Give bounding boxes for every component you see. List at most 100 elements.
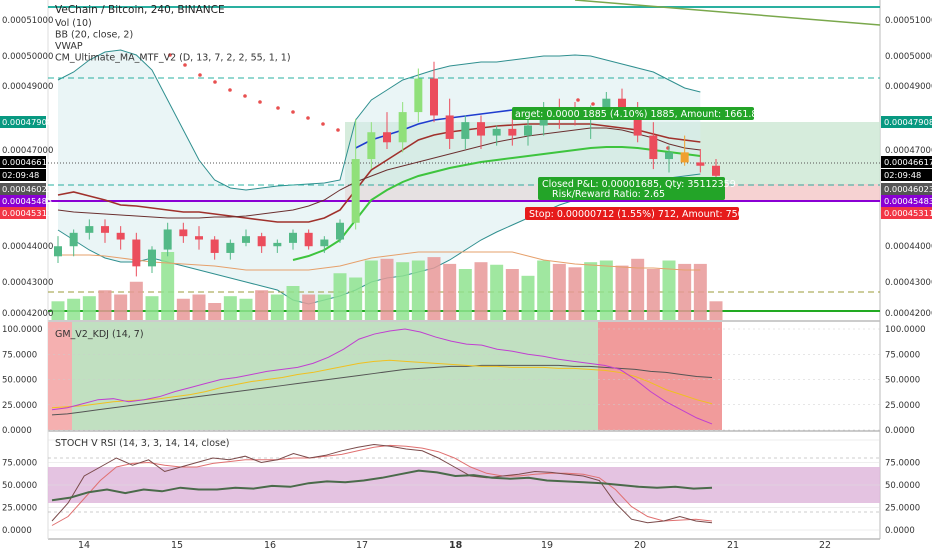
candle-body[interactable] [289, 232, 297, 243]
sar-dot [306, 116, 310, 120]
kdj-red-zone [598, 322, 722, 430]
volume-bar [631, 258, 645, 320]
price-tick-right: 0.00043000 [885, 278, 932, 288]
indicator-legend-item: CM_Ultimate_MA_MTF_V2 (D, 13, 7, 2, 2, 5… [55, 53, 291, 64]
candle-body[interactable] [226, 242, 235, 253]
candle-body[interactable] [477, 122, 485, 136]
candle-body[interactable] [242, 236, 250, 243]
sar-dot [321, 122, 325, 126]
candle-body[interactable] [195, 236, 203, 240]
candle-body[interactable] [492, 128, 501, 136]
sar-dot [243, 94, 247, 98]
candle-body[interactable] [320, 239, 329, 247]
volume-bar [192, 294, 206, 320]
volume-bar [584, 262, 598, 320]
candle-body[interactable] [257, 236, 266, 247]
volume-bar [82, 296, 96, 320]
candle-body[interactable] [508, 128, 517, 136]
kdj-tick-right: 75.0000 [885, 350, 920, 360]
candle-body[interactable] [696, 162, 705, 166]
candle-body[interactable] [336, 222, 344, 240]
kdj-title: GM_V2_KDJ (14, 7) [55, 329, 144, 340]
volume-bar [396, 262, 410, 320]
stoch-rsi-line [51, 469, 713, 502]
candle-body[interactable] [54, 246, 62, 257]
sar-dot [291, 110, 295, 114]
candle-body[interactable] [351, 159, 360, 223]
volume-bar [615, 265, 629, 320]
volume-bar [270, 294, 284, 320]
candle-body[interactable] [649, 135, 658, 160]
time-label: 21 [727, 540, 739, 550]
candle-body[interactable] [273, 242, 282, 247]
risk-reward-label: Risk/Reward Ratio: 2.65 [552, 189, 665, 200]
volume-bar [568, 267, 582, 320]
candle-body[interactable] [461, 122, 470, 139]
moving-average-slow [57, 127, 701, 219]
candle-body[interactable] [618, 98, 626, 113]
price-badge-text: 0.00046023 [2, 184, 52, 194]
candle-body[interactable] [116, 232, 125, 240]
candle-body[interactable] [210, 239, 219, 253]
price-badge-text: 0.00045483 [884, 196, 932, 206]
sar-dot [336, 128, 340, 132]
price-badge-right [881, 207, 932, 219]
vwap-line [58, 251, 701, 271]
price-tick-right: 0.00044000 [885, 242, 932, 252]
candle-body[interactable] [414, 78, 423, 113]
time-label: 20 [634, 540, 646, 550]
volume-bar [443, 263, 457, 320]
candle-body[interactable] [445, 115, 454, 139]
chart-legend: VeChain / Bitcoin, 240, BINANCE Vol (10)B… [55, 4, 291, 64]
moving-average-green [292, 146, 701, 261]
stoch-tick-left: 75.0000 [2, 459, 37, 469]
volume-bar [286, 286, 300, 320]
candle-body[interactable] [304, 232, 313, 247]
price-badge-left [0, 116, 46, 128]
candle-body[interactable] [398, 112, 407, 143]
kdj-k-line [51, 328, 713, 425]
kdj-tick-right: 25.0000 [885, 401, 920, 411]
indicator-legend-item: BB (20, close, 2) [55, 30, 133, 41]
candle-body[interactable] [367, 132, 376, 160]
candle-body[interactable] [680, 152, 689, 163]
sar-dot [228, 88, 232, 92]
candle-body[interactable] [148, 249, 156, 267]
sar-dot [258, 100, 262, 104]
candle-body[interactable] [602, 98, 611, 109]
candle-body[interactable] [665, 152, 673, 160]
kdj-red-zone [48, 322, 72, 430]
price-badge-text: 02:09:48 [2, 170, 39, 180]
stoch-tick-right: 25.0000 [885, 504, 920, 514]
candle-body[interactable] [633, 112, 642, 136]
kdj-d-line [51, 359, 713, 409]
price-tick-left: 0.00051000 [2, 16, 53, 26]
closed-label-bg [538, 177, 725, 200]
candle-body[interactable] [132, 239, 141, 267]
kdj-tick-left: 25.0000 [2, 401, 37, 411]
candle-body[interactable] [85, 226, 94, 233]
trend-line [574, 0, 881, 26]
candle-body[interactable] [69, 232, 78, 247]
candle-body[interactable] [179, 229, 188, 237]
time-label: 15 [171, 540, 183, 550]
candle-body[interactable] [712, 165, 720, 176]
kdj-tick-left: 0.0000 [2, 426, 32, 436]
volume-bar [239, 298, 253, 320]
candle-body[interactable] [383, 132, 391, 143]
kdj-tick-left: 100.0000 [2, 325, 43, 335]
price-badge-right [881, 169, 932, 181]
candle-body[interactable] [101, 226, 109, 233]
time-label: 14 [78, 540, 90, 550]
candle-body[interactable] [524, 125, 532, 136]
stop-label-bg [525, 207, 739, 220]
indicator-legend-item: VWAP [55, 41, 83, 52]
volume-bar [427, 257, 441, 320]
volume-bar [599, 260, 613, 320]
candle-body[interactable] [163, 229, 172, 250]
volume-bar [302, 294, 316, 320]
price-tick-right: 0.00051000 [885, 16, 932, 26]
candle-body[interactable] [430, 78, 438, 116]
stoch-tick-right: 0.0000 [885, 526, 915, 536]
